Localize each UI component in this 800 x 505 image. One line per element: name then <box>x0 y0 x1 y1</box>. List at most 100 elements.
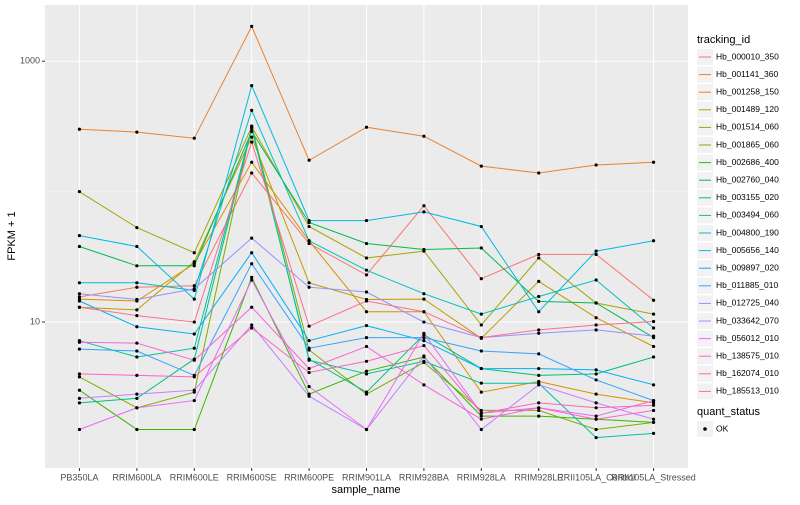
data-point <box>307 324 311 328</box>
x-axis-title: sample_name <box>331 484 400 496</box>
data-point <box>192 264 196 268</box>
data-point <box>651 398 656 403</box>
data-point <box>422 310 426 314</box>
legend-label: Hb_056012_010 <box>716 333 779 343</box>
legend-label: Hb_012725_040 <box>716 298 779 308</box>
data-point <box>594 163 598 167</box>
legend-label: Hb_185513_010 <box>716 386 779 396</box>
data-point <box>422 335 426 340</box>
point-legend-label: OK <box>716 423 729 433</box>
data-point <box>651 355 656 359</box>
data-point <box>537 408 541 413</box>
data-point <box>250 108 254 112</box>
data-point <box>77 396 82 400</box>
data-point <box>422 354 426 358</box>
data-point <box>307 285 311 289</box>
x-tick-label: RRIM928BA <box>399 472 449 482</box>
data-point <box>422 204 426 208</box>
data-point <box>307 384 311 389</box>
data-point <box>422 134 426 138</box>
data-point <box>537 383 541 387</box>
data-point <box>250 275 254 280</box>
x-tick-label: PB350LA <box>60 472 98 482</box>
data-point <box>537 252 541 257</box>
data-point <box>422 247 426 252</box>
data-point <box>192 297 196 301</box>
data-point <box>364 390 369 394</box>
data-point <box>537 328 541 332</box>
point-legend-title: quant_status <box>697 406 760 418</box>
data-point <box>422 331 426 335</box>
data-point <box>250 160 254 164</box>
legend-label: Hb_001258_150 <box>716 86 779 96</box>
data-point <box>135 308 139 312</box>
data-point <box>250 278 254 282</box>
data-point <box>250 326 254 330</box>
data-point <box>422 320 426 324</box>
data-point <box>479 224 483 229</box>
data-point <box>250 323 254 327</box>
x-tick-label: RRIM600LE <box>170 472 219 482</box>
data-point <box>651 298 656 302</box>
data-point <box>364 256 369 260</box>
data-point <box>135 396 139 400</box>
data-point <box>77 292 82 296</box>
data-point <box>307 218 311 223</box>
data-point <box>135 130 139 134</box>
data-point <box>250 140 254 144</box>
data-point <box>422 292 426 296</box>
data-point <box>537 279 541 284</box>
data-point <box>135 341 139 345</box>
data-point <box>651 417 656 421</box>
data-point <box>135 244 139 249</box>
data-point <box>135 314 139 318</box>
data-point <box>364 241 369 246</box>
data-point <box>651 334 656 338</box>
data-point <box>364 290 369 294</box>
data-point <box>135 285 139 289</box>
x-tick-label: RRIM928LA <box>457 472 506 482</box>
x-tick-label: RRIM600LA <box>112 472 161 482</box>
data-point <box>307 366 311 371</box>
data-point <box>135 325 139 329</box>
legend-label: Hb_001514_060 <box>716 122 779 132</box>
data-point <box>77 401 82 405</box>
data-point <box>479 335 483 340</box>
data-point <box>135 226 139 230</box>
data-point <box>364 299 369 303</box>
data-point <box>77 347 82 351</box>
data-point <box>537 331 541 335</box>
x-tick-label: RRIM928LE <box>514 472 563 482</box>
data-point <box>651 326 656 330</box>
data-point <box>192 346 196 350</box>
legend-label: Hb_003494_060 <box>716 210 779 220</box>
data-point <box>422 359 426 363</box>
data-point <box>479 277 483 281</box>
legend-label: Hb_000010_350 <box>716 51 779 61</box>
data-point <box>594 316 598 320</box>
data-point <box>422 343 426 348</box>
data-point <box>307 358 311 362</box>
data-point <box>135 264 139 268</box>
data-point <box>537 401 541 405</box>
data-point <box>422 339 426 343</box>
data-point <box>192 260 196 264</box>
data-point <box>77 340 82 344</box>
data-point <box>594 328 598 332</box>
data-point <box>192 251 196 255</box>
legend-point <box>703 427 707 431</box>
data-point <box>594 378 598 382</box>
data-point <box>651 383 656 387</box>
data-point <box>192 287 196 291</box>
data-point <box>651 344 656 349</box>
data-point <box>307 239 311 243</box>
data-point <box>307 241 311 246</box>
data-point <box>77 190 82 194</box>
legend-label: Hb_001865_060 <box>716 139 779 149</box>
data-point <box>192 375 196 379</box>
data-point <box>250 24 254 29</box>
data-point <box>77 299 82 303</box>
legend-label: Hb_002686_400 <box>716 157 779 167</box>
data-point <box>192 332 196 336</box>
x-tick-label: RRII105LA_Control <box>557 472 635 482</box>
